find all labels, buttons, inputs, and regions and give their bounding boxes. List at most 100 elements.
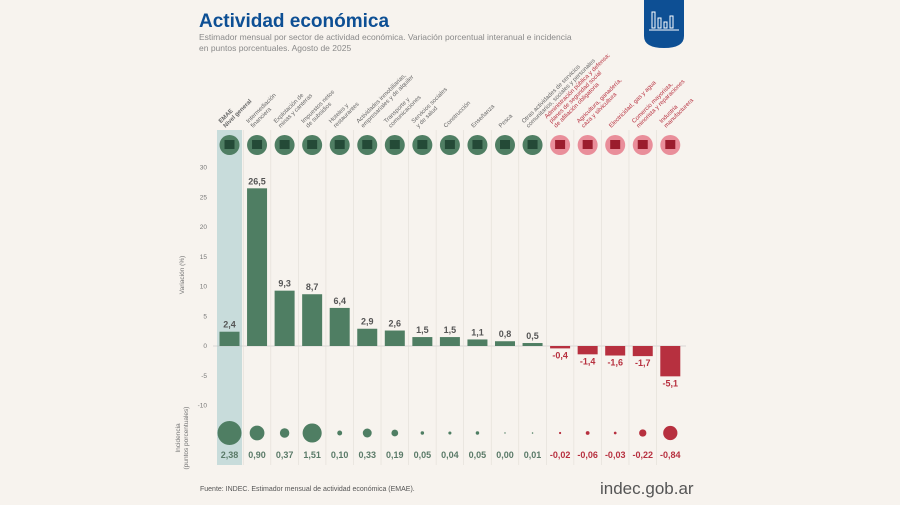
- y-tick-label: 0: [203, 343, 207, 350]
- incidence-bubble: [613, 431, 617, 435]
- bar-chart-icon: [644, 0, 684, 48]
- bar: [495, 341, 515, 346]
- bar-value-label: 1,5: [416, 325, 429, 335]
- incidence-bubble: [391, 429, 399, 437]
- category-label: Pesca: [498, 113, 515, 130]
- incidence-bubble: [362, 428, 372, 438]
- y-tick-label: 20: [200, 224, 208, 231]
- sector-icon-glyph: [252, 140, 263, 149]
- y-tick-label: 10: [200, 284, 208, 291]
- incidence-value-label: 0,90: [248, 450, 266, 460]
- sector-icon-glyph: [637, 140, 648, 149]
- category-label: Enseñanza: [471, 103, 497, 129]
- bar: [577, 346, 598, 355]
- incidence-bubble: [302, 423, 322, 443]
- subtitle-line-2: en puntos porcentuales. Agosto de 2025: [199, 43, 351, 53]
- bar: [660, 346, 681, 377]
- bar: [357, 328, 378, 346]
- y-tick-label: 25: [200, 194, 208, 201]
- bar-value-label: -5,1: [663, 378, 679, 388]
- bar-value-label: 2,4: [223, 320, 236, 330]
- sector-icon-glyph: [307, 140, 318, 149]
- incidence-value-label: 0,01: [524, 450, 542, 460]
- bar: [632, 346, 653, 357]
- incidence-value-label: -0,06: [577, 450, 598, 460]
- subtitle-line-1: Estimador mensual por sector de activida…: [199, 32, 572, 42]
- incidence-bubble: [504, 432, 506, 434]
- sector-icon-glyph: [527, 140, 538, 149]
- incidence-bubble: [448, 431, 452, 435]
- bar-value-label: 9,3: [278, 279, 291, 289]
- bar-value-label: 2,6: [389, 319, 402, 329]
- incidence-bubble: [217, 421, 242, 445]
- bar-value-label: 0,5: [526, 331, 539, 341]
- incidence-value-label: 0,10: [331, 450, 349, 460]
- incidence-value-label: 0,37: [276, 450, 294, 460]
- bar-value-label: -1,6: [607, 358, 623, 368]
- incidence-value-label: 0,05: [469, 450, 487, 460]
- sector-icon-glyph: [444, 140, 455, 149]
- sector-icon-glyph: [279, 140, 290, 149]
- incidence-value-label: 1,51: [303, 450, 321, 460]
- bar-value-label: 0,8: [499, 329, 512, 339]
- incidence-value-label: -0,02: [550, 450, 571, 460]
- sector-icon-glyph: [334, 140, 345, 149]
- bar-value-label: 2,9: [361, 317, 374, 327]
- incidence-label-1: Incidencia: [175, 423, 182, 453]
- sector-icon-glyph: [224, 140, 235, 149]
- page-title: Actividad económica: [199, 11, 389, 32]
- y-axis-label: Variación (%): [179, 256, 186, 295]
- y-tick-label: 15: [200, 254, 208, 261]
- category-label: Construcción: [443, 100, 472, 129]
- incidence-bubble: [663, 425, 678, 441]
- bar: [522, 343, 543, 346]
- bar: [219, 331, 240, 346]
- bar-value-label: 26,5: [248, 176, 266, 186]
- bar: [384, 330, 405, 346]
- incidence-bubble: [531, 432, 534, 434]
- bar-value-label: 1,5: [444, 325, 457, 335]
- source-note: Fuente: INDEC. Estimador mensual de acti…: [200, 486, 415, 493]
- incidence-bubble: [585, 431, 590, 435]
- sector-icon-glyph: [610, 140, 621, 149]
- incidence-bubble: [420, 431, 425, 435]
- bar: [439, 337, 460, 346]
- bar-value-label: -1,4: [580, 356, 596, 366]
- y-tick-label: -10: [198, 403, 208, 410]
- sector-icon-glyph: [555, 140, 566, 149]
- incidence-value-label: 0,33: [358, 450, 376, 460]
- incidence-value-label: 0,19: [386, 450, 404, 460]
- incidence-bubble: [337, 430, 343, 436]
- bar-value-label: 1,1: [471, 327, 484, 337]
- bar: [274, 290, 295, 346]
- bar: [329, 307, 350, 346]
- y-tick-label: -5: [201, 373, 207, 380]
- sector-icon-glyph: [472, 140, 483, 149]
- sector-icon-glyph: [389, 140, 400, 149]
- incidence-value-label: 0,05: [414, 450, 432, 460]
- sector-icon-glyph: [362, 140, 373, 149]
- bar-value-label: -0,4: [552, 350, 568, 360]
- incidence-bubble: [249, 425, 265, 441]
- bar: [247, 188, 268, 346]
- bar-value-label: -1,7: [635, 358, 651, 368]
- incidence-bubble: [558, 431, 562, 435]
- indec-logo: indec.gob.ar: [600, 479, 694, 498]
- y-tick-label: 5: [203, 313, 207, 320]
- incidence-value-label: 2,38: [221, 450, 239, 460]
- incidence-value-label: 0,00: [496, 450, 514, 460]
- category-label: Hoteles yrestaurantes: [328, 97, 360, 129]
- bar: [605, 346, 626, 356]
- incidence-value-label: -0,84: [660, 450, 681, 460]
- incidence-bubble: [639, 429, 647, 437]
- bar-value-label: 8,7: [306, 282, 319, 292]
- incidence-value-label: 0,04: [441, 450, 459, 460]
- bar: [467, 339, 488, 346]
- y-tick-label: 30: [200, 165, 208, 172]
- bar: [412, 337, 433, 346]
- bar: [550, 346, 571, 349]
- bar: [302, 294, 323, 346]
- incidence-bubble: [475, 431, 480, 435]
- incidence-bubble: [279, 428, 290, 438]
